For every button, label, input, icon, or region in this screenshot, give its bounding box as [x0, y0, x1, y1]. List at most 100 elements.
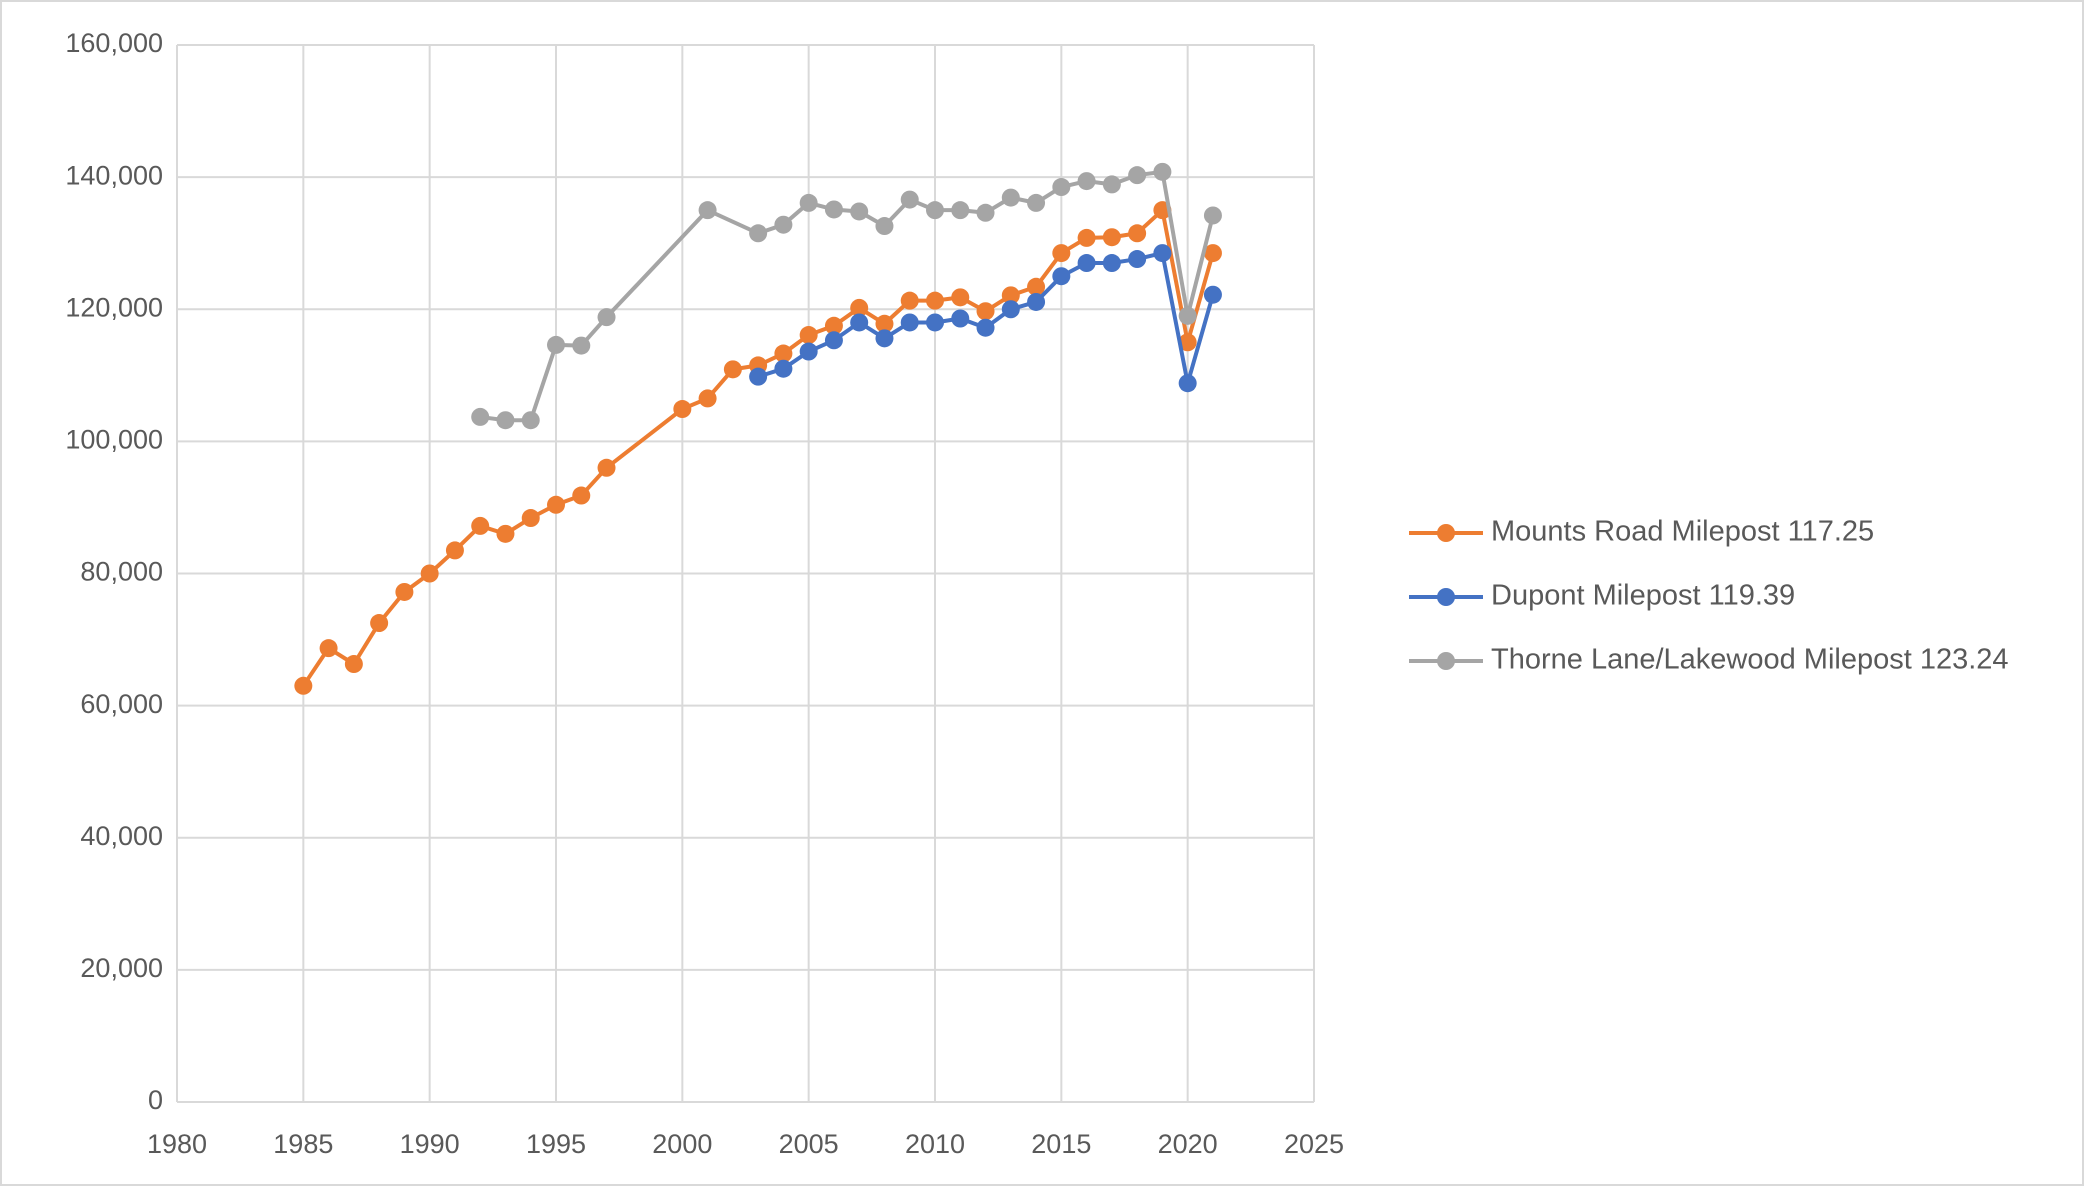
data-point — [445, 541, 464, 560]
data-point — [521, 509, 540, 528]
data-point — [547, 495, 565, 514]
x-tick-label: 1995 — [526, 1129, 586, 1159]
data-point — [1077, 254, 1096, 273]
data-point — [976, 203, 995, 222]
data-point — [597, 308, 616, 327]
data-point — [1001, 286, 1020, 305]
y-tick-label: 140,000 — [65, 160, 163, 190]
x-tick-label: 1985 — [273, 1129, 333, 1159]
data-point — [850, 298, 869, 317]
legend-label: Mounts Road Milepost 117.25 — [1491, 516, 1874, 548]
data-point — [471, 516, 490, 535]
data-point — [900, 291, 919, 310]
y-tick-label: 80,000 — [80, 557, 163, 587]
data-point — [951, 288, 970, 307]
data-point — [799, 193, 818, 212]
data-point — [698, 201, 717, 220]
data-point — [597, 458, 616, 477]
data-point — [496, 524, 515, 543]
data-point — [1001, 300, 1020, 319]
data-point — [1153, 244, 1172, 263]
data-point — [547, 335, 565, 354]
data-point — [1077, 228, 1096, 247]
legend-marker — [1437, 588, 1455, 606]
data-point — [774, 359, 793, 378]
data-point — [1027, 277, 1046, 296]
y-tick-label: 40,000 — [80, 821, 163, 851]
data-point — [294, 676, 313, 695]
data-point — [774, 344, 793, 363]
data-point — [1128, 224, 1147, 243]
x-tick-label: 2015 — [1031, 1129, 1091, 1159]
data-point — [572, 486, 591, 505]
data-point — [749, 367, 768, 386]
y-tick-label: 60,000 — [80, 689, 163, 719]
legend-label: Dupont Milepost 119.39 — [1491, 580, 1795, 612]
data-point — [698, 389, 717, 408]
data-point — [723, 360, 742, 379]
y-tick-label: 20,000 — [80, 953, 163, 983]
data-point — [926, 201, 944, 220]
data-point — [1203, 206, 1222, 225]
x-tick-label: 1980 — [147, 1129, 207, 1159]
data-point — [420, 564, 439, 583]
data-point — [1052, 267, 1071, 286]
data-point — [673, 400, 692, 419]
y-tick-label: 160,000 — [65, 28, 163, 58]
data-point — [875, 329, 894, 348]
data-point — [824, 316, 843, 335]
data-point — [319, 639, 338, 658]
data-point — [1102, 228, 1121, 247]
data-point — [926, 291, 944, 310]
data-point — [824, 200, 843, 219]
x-tick-label: 2020 — [1158, 1129, 1218, 1159]
data-point — [471, 407, 490, 426]
data-point — [395, 582, 414, 601]
data-point — [976, 302, 995, 321]
data-point — [850, 313, 869, 332]
data-point — [824, 331, 843, 350]
data-point — [521, 411, 540, 430]
data-point — [370, 614, 389, 633]
data-point — [1027, 193, 1046, 212]
data-point — [774, 215, 793, 234]
data-point — [1203, 285, 1222, 304]
data-point — [799, 342, 818, 361]
x-tick-label: 2025 — [1284, 1129, 1344, 1159]
x-tick-label: 1990 — [400, 1129, 460, 1159]
data-point — [850, 202, 869, 221]
data-point — [1027, 292, 1046, 311]
data-point — [799, 326, 818, 345]
data-point — [1153, 162, 1172, 181]
data-point — [344, 655, 363, 674]
x-tick-label: 2010 — [905, 1129, 965, 1159]
data-point — [1203, 244, 1222, 263]
data-point — [900, 313, 919, 332]
data-point — [900, 190, 919, 209]
legend-marker — [1437, 652, 1455, 670]
data-point — [1128, 250, 1147, 269]
legend-label: Thorne Lane/Lakewood Milepost 123.24 — [1491, 644, 2009, 676]
x-tick-label: 2005 — [779, 1129, 839, 1159]
data-point — [572, 336, 591, 355]
data-point — [951, 201, 970, 220]
data-point — [1178, 374, 1197, 393]
y-tick-label: 0 — [148, 1085, 163, 1115]
data-point — [1102, 175, 1121, 194]
y-tick-label: 120,000 — [65, 292, 163, 322]
data-point — [496, 411, 515, 430]
data-point — [976, 318, 995, 337]
legend-marker — [1437, 524, 1455, 542]
data-point — [1001, 188, 1020, 207]
data-point — [951, 309, 970, 328]
x-tick-label: 2000 — [652, 1129, 712, 1159]
y-tick-label: 100,000 — [65, 425, 163, 455]
data-point — [926, 313, 944, 332]
data-point — [875, 217, 894, 236]
data-point — [749, 224, 768, 243]
data-point — [1102, 254, 1121, 273]
data-point — [1178, 306, 1197, 325]
data-point — [1178, 333, 1197, 352]
